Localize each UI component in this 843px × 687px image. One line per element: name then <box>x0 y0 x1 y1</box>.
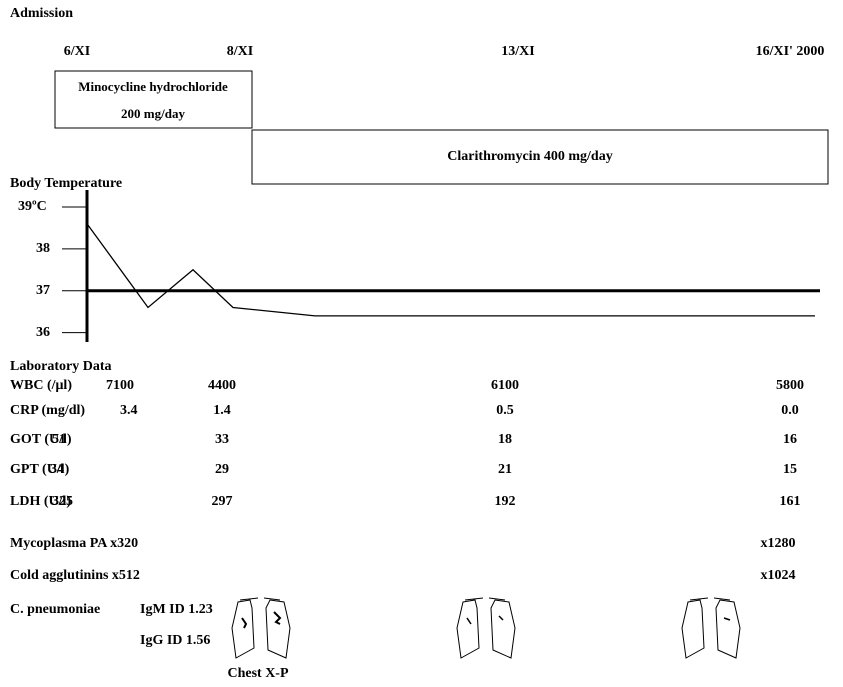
lab-value: 4400 <box>208 378 236 393</box>
y-tick-label: 36 <box>36 325 50 340</box>
lab-value: 1.4 <box>213 403 231 418</box>
lab-value: 21 <box>498 462 512 477</box>
temperature-label: Body Temperature <box>10 176 122 191</box>
date: 8/XI <box>227 44 253 59</box>
treatment-text: 200 mg/day <box>121 106 185 121</box>
lab-value: 18 <box>498 432 512 447</box>
lab-value: 34 <box>50 462 64 477</box>
lab-title: Laboratory Data <box>10 359 112 374</box>
lab-value: 0.5 <box>496 403 514 418</box>
lab-value: 6100 <box>491 378 519 393</box>
lab-value: 33 <box>215 432 229 447</box>
lab-value: 0.0 <box>781 403 799 418</box>
date: 6/XI <box>64 44 90 59</box>
pneumoniae-label: C. pneumoniae <box>10 602 100 617</box>
y-tick-label: 38 <box>36 241 50 256</box>
date: 16/XI' 2000 <box>756 44 825 59</box>
clinical-course: Admission Minocycline hydrochloride 200 … <box>0 0 843 687</box>
lab-value: 297 <box>212 494 233 509</box>
lab-value: 325 <box>52 494 73 509</box>
lab-value: 3.4 <box>120 403 138 418</box>
lab-value: 192 <box>495 494 516 509</box>
y-tick-label: 39ºC <box>18 199 47 214</box>
date: 13/XI <box>501 44 534 59</box>
serology-value: x1024 <box>761 568 796 583</box>
y-tick-label: 37 <box>36 283 50 298</box>
lab-value: 7100 <box>106 378 134 393</box>
lab-label: CRP (mg/dl) <box>10 403 85 418</box>
lab-value: 5800 <box>776 378 804 393</box>
serology-value: x1280 <box>761 536 796 551</box>
igg: IgG ID 1.56 <box>140 633 210 648</box>
treatment-text: Clarithromycin 400 mg/day <box>447 149 612 164</box>
lab-value: 51 <box>52 432 66 447</box>
lab-label: WBC (/μl) <box>10 378 72 393</box>
lab-value: 29 <box>215 462 229 477</box>
lab-value: 16 <box>783 432 797 447</box>
serology-label: Cold agglutinins x512 <box>10 568 140 583</box>
xray-label: Chest X-P <box>227 666 288 681</box>
lab-value: 161 <box>780 494 801 509</box>
title: Admission <box>10 6 73 21</box>
treatment-text: Minocycline hydrochloride <box>78 79 228 94</box>
lab-value: 15 <box>783 462 797 477</box>
igm: IgM ID 1.23 <box>140 602 213 617</box>
serology-label: Mycoplasma PA x320 <box>10 536 138 551</box>
chest-xray-icons <box>232 598 740 658</box>
temperature-line <box>87 224 815 316</box>
